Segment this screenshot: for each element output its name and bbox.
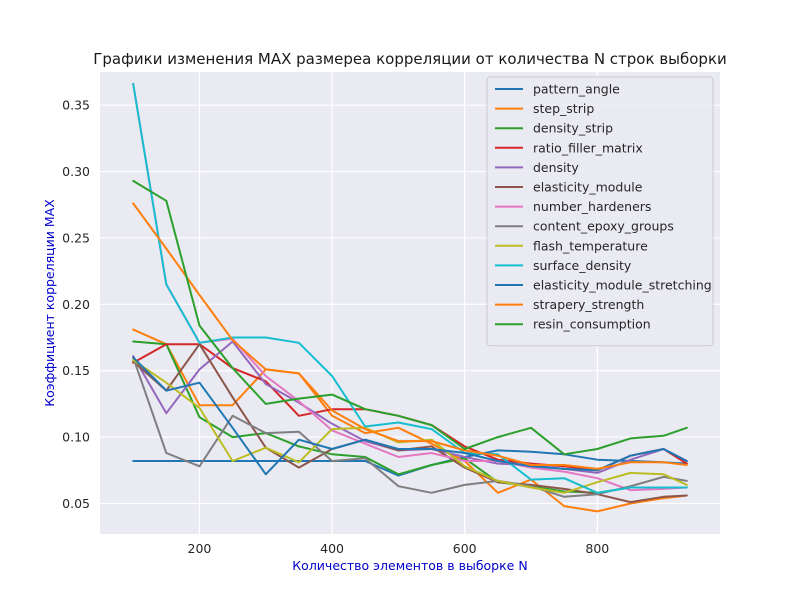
series-line-step-strip xyxy=(132,328,688,513)
legend-label: number_hardeners xyxy=(533,199,651,214)
x-axis-label: Количество элементов в выборке N xyxy=(292,558,527,573)
legend: pattern_angle step_strip density_striprati… xyxy=(486,76,714,347)
series-line-resin-consumption xyxy=(132,179,688,456)
y-axis-label: Коэффициент корреляции MAX xyxy=(42,199,57,407)
legend-label: density_strip xyxy=(533,121,613,136)
legend-label: elasticity_module_stretching xyxy=(533,278,712,293)
chart-title: Графики изменения MAX размереа корреляци… xyxy=(93,50,727,68)
x-axis-ticks: 200 400 600 800 xyxy=(188,541,610,556)
x-tick-label: 800 xyxy=(585,541,609,556)
y-axis-ticks: 0.05 0.10 0.15 0.20 0.25 0.30 0.35 xyxy=(62,98,90,511)
legend-label: surface_density xyxy=(533,258,632,273)
y-tick-label: 0.30 xyxy=(62,164,90,179)
legend-label: pattern_angle xyxy=(533,82,620,97)
legend-label: ratio_filler_matrix xyxy=(533,140,643,155)
y-tick-label: 0.15 xyxy=(62,363,90,378)
legend-label: density xyxy=(533,160,579,175)
series-line-strapery-strength xyxy=(132,202,688,470)
y-tick-label: 0.20 xyxy=(62,297,90,312)
legend-label: content_epoxy_groups xyxy=(533,219,674,234)
y-tick-label: 0.10 xyxy=(62,430,90,445)
series-line-surface-density xyxy=(132,82,688,494)
legend-label: resin_consumption xyxy=(533,317,651,332)
y-tick-label: 0.25 xyxy=(62,230,90,245)
legend-label: flash_temperature xyxy=(533,238,648,253)
legend-label: strapery_strength xyxy=(533,297,644,312)
x-tick-label: 400 xyxy=(320,541,344,556)
legend-label: step_strip xyxy=(533,101,594,116)
y-tick-label: 0.35 xyxy=(62,98,90,113)
x-tick-label: 200 xyxy=(188,541,212,556)
series-lines xyxy=(132,82,688,513)
y-tick-label: 0.05 xyxy=(62,496,90,511)
legend-label: elasticity_module xyxy=(533,180,643,195)
x-tick-label: 600 xyxy=(453,541,477,556)
legend-box xyxy=(486,76,714,347)
